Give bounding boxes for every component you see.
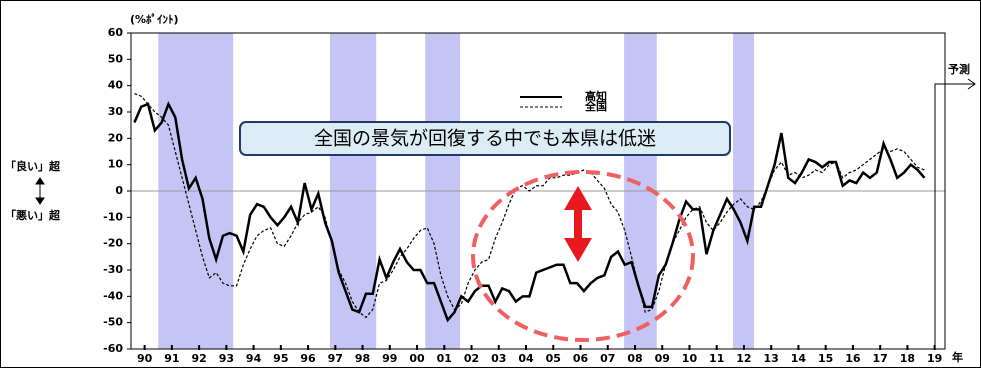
x-tick-label: 00 bbox=[409, 352, 425, 365]
y-unit-label: (%ﾎﾟｲﾝﾄ) bbox=[130, 12, 179, 26]
x-tick-label: 95 bbox=[273, 352, 288, 365]
legend-label: 全国 bbox=[584, 99, 607, 113]
good-label: 「良い」超 bbox=[5, 159, 61, 173]
x-tick-label: 19 bbox=[927, 352, 942, 365]
x-tick-label: 06 bbox=[573, 352, 589, 365]
x-tick-label: 17 bbox=[873, 352, 888, 365]
x-tick-label: 08 bbox=[627, 352, 642, 365]
x-tick-label: 01 bbox=[437, 352, 452, 365]
legend: 高知 全国 bbox=[520, 89, 607, 113]
forecast-marker bbox=[934, 78, 976, 349]
y-tick-label: 40 bbox=[108, 79, 124, 92]
y-tick-label: -10 bbox=[103, 210, 123, 223]
x-tick-label: 93 bbox=[219, 352, 234, 365]
series-line bbox=[133, 101, 926, 323]
lines-layer bbox=[133, 93, 926, 323]
x-tick-label: 03 bbox=[491, 352, 506, 365]
y-tick-label: 30 bbox=[108, 105, 124, 118]
gap-arrow bbox=[564, 186, 592, 262]
x-tick-label: 97 bbox=[328, 352, 343, 365]
series-line bbox=[134, 93, 925, 319]
x-tick-label: 98 bbox=[355, 352, 370, 365]
highlight-ellipse bbox=[471, 170, 695, 342]
x-tick-label: 09 bbox=[655, 352, 670, 365]
annotation: 全国の景気が回復する中でも本県は低迷 bbox=[314, 128, 656, 150]
x-unit-label: 年 bbox=[952, 350, 963, 364]
y-tick-label: -40 bbox=[103, 289, 123, 302]
y-tick-label: -50 bbox=[103, 316, 123, 329]
x-tick-label: 13 bbox=[764, 352, 779, 365]
x-tick-label: 90 bbox=[137, 352, 153, 365]
x-tick-label: 18 bbox=[900, 352, 915, 365]
y-tick-label: 0 bbox=[115, 184, 123, 197]
legend-label: 高知 bbox=[585, 89, 607, 103]
x-tick-label: 94 bbox=[246, 352, 262, 365]
x-tick-label: 92 bbox=[191, 352, 206, 365]
y-tick-label: 60 bbox=[108, 26, 124, 39]
annotation-box bbox=[239, 121, 731, 156]
x-tick-label: 96 bbox=[300, 352, 316, 365]
x-tick-label: 16 bbox=[845, 352, 861, 365]
x-tick-label: 11 bbox=[709, 352, 724, 365]
x-tick-label: 99 bbox=[382, 352, 397, 365]
y-tick-label: -20 bbox=[103, 237, 123, 250]
y-tick-label: 50 bbox=[108, 52, 124, 65]
x-tick-label: 14 bbox=[791, 352, 807, 365]
y-tick-label: 20 bbox=[108, 131, 124, 144]
x-tick-label: 12 bbox=[736, 352, 751, 365]
bad-label: 「悪い」超 bbox=[5, 208, 61, 222]
x-tick-label: 04 bbox=[518, 352, 534, 365]
y-tick-label: -60 bbox=[103, 342, 123, 355]
y-tick-label: -30 bbox=[103, 263, 123, 276]
x-tick-label: 10 bbox=[682, 352, 698, 365]
x-tick-label: 15 bbox=[818, 352, 833, 365]
forecast-label: 予測 bbox=[948, 62, 970, 76]
y-tick-label: 10 bbox=[108, 158, 124, 171]
x-tick-label: 05 bbox=[546, 352, 561, 365]
up-down-arrow bbox=[35, 177, 45, 205]
x-tick-label: 02 bbox=[464, 352, 479, 365]
x-tick-label: 91 bbox=[164, 352, 179, 365]
x-tick-label: 07 bbox=[600, 352, 615, 365]
